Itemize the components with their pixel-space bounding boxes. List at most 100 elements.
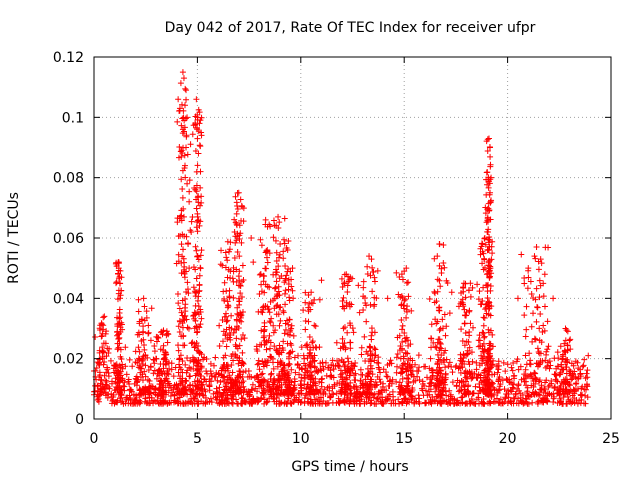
x-tick-label: 20 (499, 431, 517, 447)
data-point (342, 344, 349, 351)
data-point (463, 373, 470, 380)
data-point (488, 364, 495, 371)
data-point (335, 395, 342, 402)
data-point (472, 383, 479, 390)
data-point (285, 276, 292, 283)
data-point (566, 367, 573, 374)
data-point (151, 348, 158, 355)
data-point (427, 380, 434, 387)
data-point (459, 338, 466, 345)
data-point (309, 354, 316, 361)
data-point (376, 366, 383, 373)
data-point (195, 199, 202, 206)
data-point (462, 280, 469, 287)
data-point (236, 298, 243, 305)
data-point (216, 384, 223, 391)
data-point (260, 361, 267, 368)
data-point (475, 296, 482, 303)
data-point (267, 376, 274, 383)
data-point (512, 391, 519, 398)
data-point (469, 399, 476, 406)
data-point (103, 378, 110, 385)
data-point (485, 246, 492, 253)
data-point (360, 293, 367, 300)
data-point (581, 400, 588, 407)
data-point (509, 384, 516, 391)
data-point (180, 266, 187, 273)
data-point (339, 297, 346, 304)
data-point (129, 400, 136, 407)
data-point (257, 270, 264, 277)
data-point (405, 293, 412, 300)
data-point (387, 377, 394, 384)
data-point (341, 340, 348, 347)
data-point (285, 238, 292, 245)
data-point (469, 284, 476, 291)
data-point (180, 213, 187, 220)
data-point (319, 375, 326, 382)
data-point (329, 357, 336, 364)
data-point (340, 378, 347, 385)
data-point (302, 365, 309, 372)
data-point (388, 360, 395, 367)
data-point (416, 364, 423, 371)
data-point (273, 257, 280, 264)
data-point (485, 239, 492, 246)
data-point (147, 400, 154, 407)
data-point (405, 357, 412, 364)
data-point (432, 343, 439, 350)
data-point (177, 352, 184, 359)
data-point (115, 265, 122, 272)
data-point (235, 325, 242, 332)
data-point (114, 332, 121, 339)
data-point (257, 236, 264, 243)
data-point (276, 398, 283, 405)
data-points (91, 69, 592, 407)
y-tick-label: 0.06 (53, 231, 84, 247)
data-point (272, 284, 279, 291)
data-point (485, 329, 492, 336)
data-point (463, 338, 470, 345)
data-point (234, 304, 241, 311)
data-point (573, 380, 580, 387)
data-point (138, 365, 145, 372)
data-point (200, 392, 207, 399)
data-point (145, 330, 152, 337)
data-point (219, 365, 226, 372)
data-point (176, 105, 183, 112)
data-point (404, 350, 411, 357)
data-point (485, 354, 492, 361)
data-point (277, 317, 284, 324)
data-point (344, 288, 351, 295)
data-point (369, 329, 376, 336)
data-point (467, 293, 474, 300)
data-point (153, 338, 160, 345)
data-point (528, 382, 535, 389)
data-point (511, 395, 518, 402)
data-point (226, 246, 233, 253)
data-point (147, 363, 154, 370)
data-point (182, 174, 189, 181)
data-point (273, 249, 280, 256)
data-point (162, 356, 169, 363)
data-point (286, 316, 293, 323)
data-point (116, 310, 123, 317)
data-point (255, 308, 262, 315)
data-point (518, 399, 525, 406)
data-point (559, 388, 566, 395)
data-point (486, 376, 493, 383)
y-tick-label: 0.02 (53, 352, 84, 368)
data-point (457, 387, 464, 394)
y-tick-label: 0.04 (53, 291, 84, 307)
data-point (115, 271, 122, 278)
data-point (437, 368, 444, 375)
data-point (265, 357, 272, 364)
data-point (189, 131, 196, 138)
data-point (416, 377, 423, 384)
data-point (441, 397, 448, 404)
data-point (226, 372, 233, 379)
data-point (198, 132, 205, 139)
data-point (178, 309, 185, 316)
data-point (196, 282, 203, 289)
data-point (236, 388, 243, 394)
